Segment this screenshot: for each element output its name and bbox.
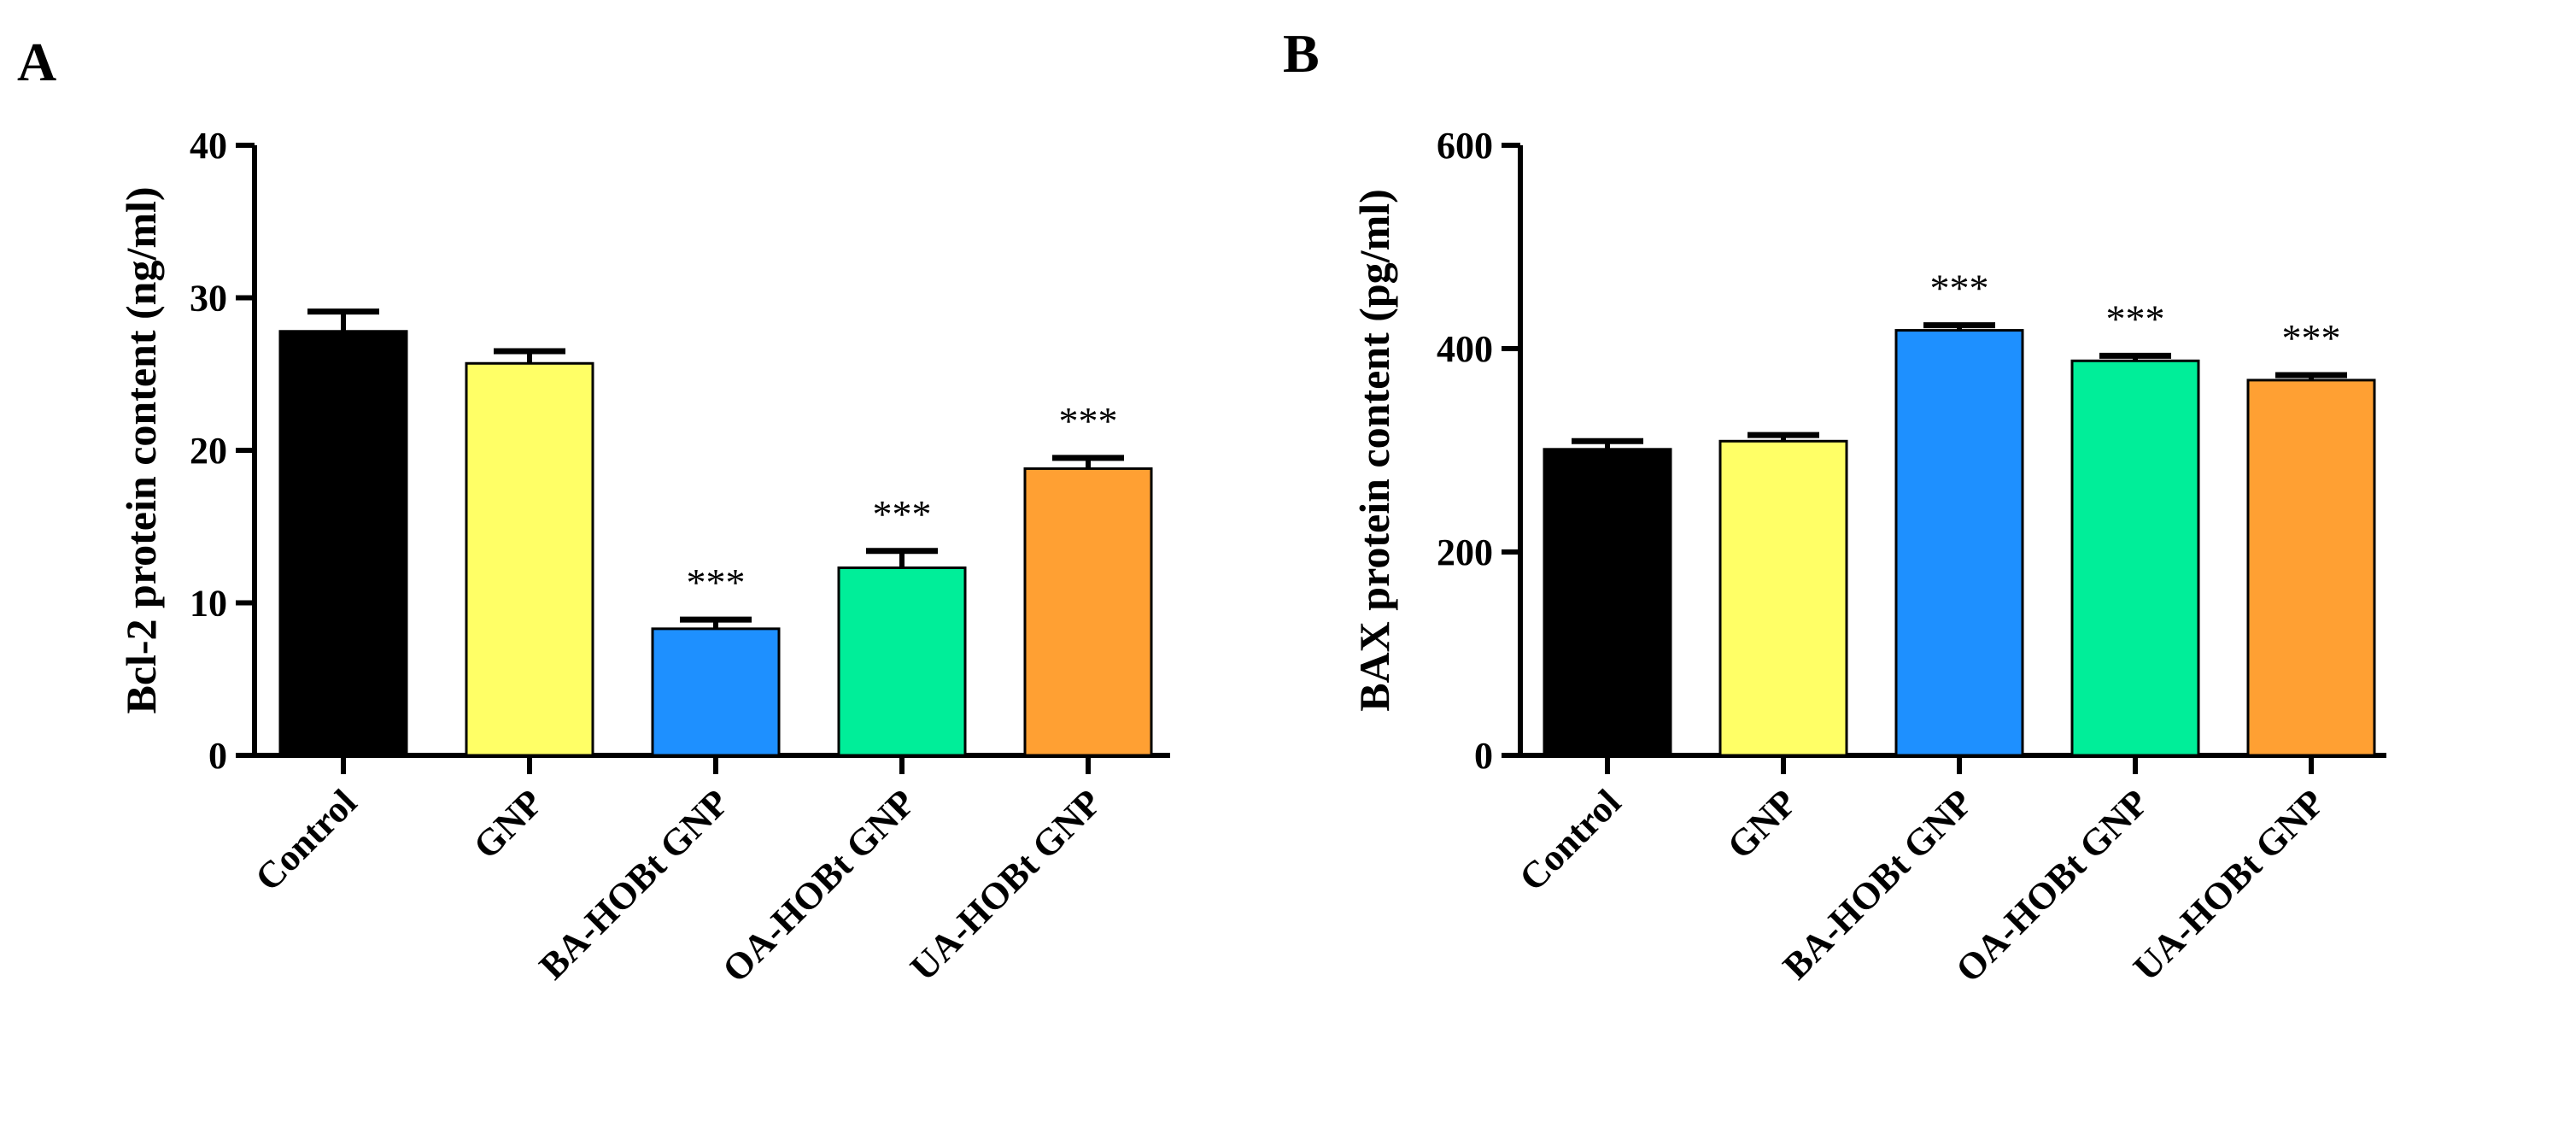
- bar-a-0: [278, 330, 408, 757]
- y-tick-label-a-0: 0: [208, 735, 227, 777]
- category-label-b-4: UA-HOBt GNP: [2125, 781, 2333, 989]
- y-tick-label-b-3: 600: [1437, 125, 1493, 167]
- category-label-a-3: OA-HOBt GNP: [714, 781, 923, 990]
- y-tick-label-a-1: 10: [190, 583, 227, 625]
- y-tick-label-a-2: 20: [190, 430, 227, 472]
- y-axis-title-b: BAX protein content (pg/ml): [1350, 189, 1398, 712]
- significance-label-b-3: ***: [2106, 297, 2165, 340]
- bar-b-1: [1718, 439, 1848, 757]
- panel-a: A 0 10 20 30 40 Bcl-2 protein content (ng/ml)…: [17, 32, 1170, 990]
- category-label-a-0: Control: [247, 781, 365, 899]
- y-tick-label-b-1: 200: [1437, 531, 1493, 573]
- significance-label-b-4: ***: [2282, 316, 2341, 360]
- significance-label-a-2: ***: [687, 561, 746, 604]
- bar-a-4: [1023, 467, 1153, 757]
- bar-b-3: [2070, 359, 2200, 757]
- panel-b: B 0 200 400 600 BAX protein content (pg/ml) C…: [1283, 23, 2386, 990]
- y-tick-label-b-2: 400: [1437, 328, 1493, 370]
- bar-a-2: [651, 627, 781, 757]
- bar-a-1: [465, 361, 594, 757]
- category-label-a-4: UA-HOBt GNP: [902, 781, 1109, 989]
- bar-b-0: [1543, 448, 1672, 757]
- y-tick-label-a-3: 30: [190, 278, 227, 320]
- panel-letter-a: A: [17, 32, 56, 92]
- y-tick-label-a-4: 40: [190, 125, 227, 167]
- category-label-a-2: BA-HOBt GNP: [531, 781, 737, 987]
- category-label-a-1: GNP: [465, 781, 551, 866]
- significance-label-b-2: ***: [1930, 267, 1989, 310]
- bar-b-2: [1894, 329, 2024, 757]
- y-tick-label-b-0: 0: [1474, 735, 1493, 777]
- y-axis-title-a: Bcl-2 protein content (ng/ml): [117, 186, 165, 713]
- bar-a-3: [837, 566, 967, 757]
- panel-letter-b: B: [1283, 23, 1320, 84]
- category-label-b-1: GNP: [1719, 781, 1805, 866]
- significance-label-a-4: ***: [1059, 399, 1118, 443]
- significance-label-a-3: ***: [873, 492, 932, 536]
- bar-b-4: [2246, 379, 2376, 757]
- category-label-b-0: Control: [1511, 781, 1629, 899]
- category-label-b-2: BA-HOBt GNP: [1775, 781, 1981, 987]
